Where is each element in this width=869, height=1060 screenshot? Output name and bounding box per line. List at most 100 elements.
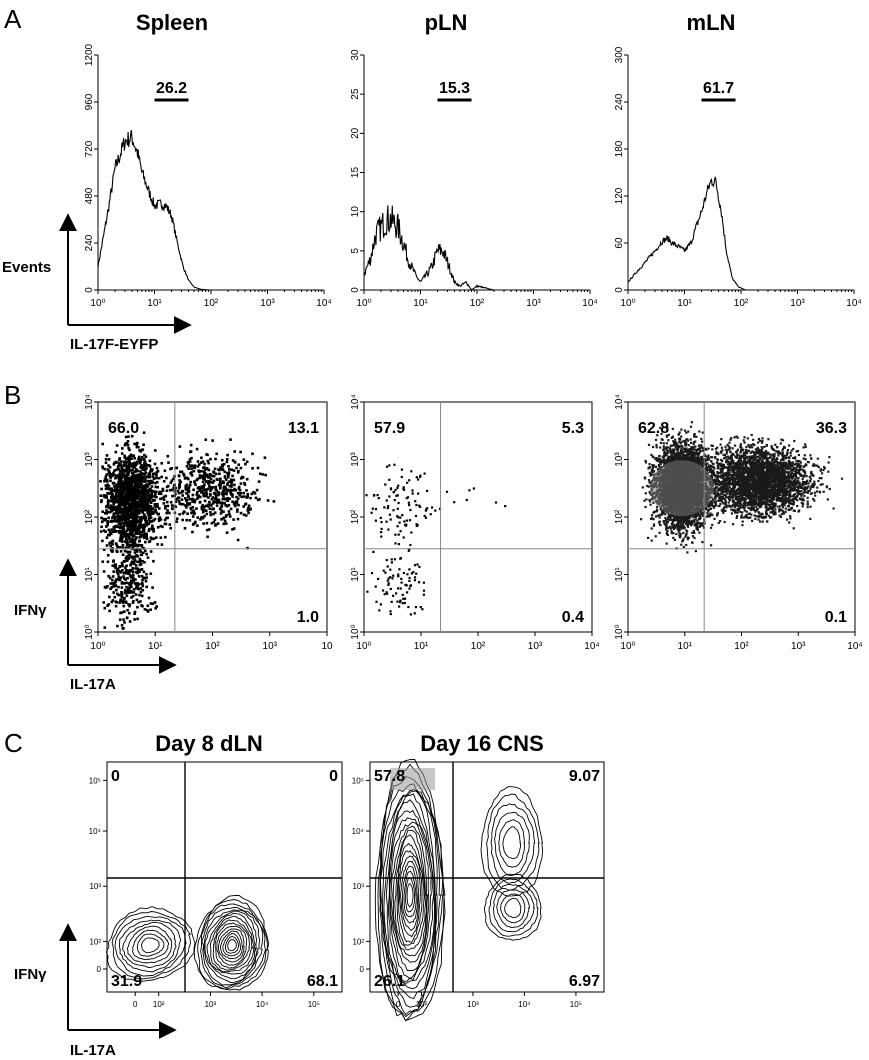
event-dot [728,467,731,470]
event-dot [203,468,207,471]
event-dot [144,491,147,495]
event-dot [225,531,229,534]
event-dot [118,578,122,582]
event-dot [185,518,188,522]
event-dot [186,512,189,515]
event-dot [139,465,142,469]
event-dot [684,535,687,538]
event-dot [103,511,107,515]
event-dot [124,496,128,500]
event-dot [686,551,689,554]
event-dot [142,480,146,483]
event-dot [234,504,237,508]
quadrant-ul-percent: 57.9 [374,420,405,437]
event-dot [165,476,168,480]
event-dot [149,520,153,523]
event-dot [235,500,238,503]
event-dot [254,496,258,500]
event-dot [128,469,132,472]
event-dot [104,484,108,487]
event-dot [121,546,125,550]
event-dot [147,513,150,516]
event-dot [720,446,723,449]
event-dot [201,460,205,463]
event-dot [144,540,147,544]
event-dot [227,473,230,477]
event-dot [131,480,135,484]
event-dot [112,570,115,573]
event-dot [752,495,755,498]
event-dot [792,447,795,451]
event-dot [118,618,122,621]
event-dot [145,521,148,524]
event-dot [186,491,190,494]
event-dot [746,501,749,504]
event-dot [123,520,127,523]
event-dot [408,568,411,571]
event-dot [158,516,162,519]
event-dot [116,578,120,581]
event-dot [193,481,196,484]
event-dot [203,499,207,503]
event-dot [107,533,110,537]
y-tick-label: 15 [350,167,361,179]
event-dot [105,525,108,528]
event-dot [151,602,155,605]
event-dot [131,557,135,560]
event-dot [422,593,425,596]
event-dot [146,502,150,506]
event-dot [151,468,154,471]
event-dot [160,475,163,479]
event-dot [217,491,220,494]
event-dot [136,492,140,495]
event-dot [147,540,151,544]
event-dot [120,466,124,470]
event-dot [138,480,142,484]
event-dot [201,504,204,507]
event-dot [131,479,134,482]
event-dot [197,470,201,474]
panel-label-a: A [4,4,22,34]
event-dot [137,445,140,449]
event-dot [753,492,756,495]
event-dot [151,481,154,485]
event-dot [171,494,174,498]
event-dot [143,468,147,472]
event-dot [134,587,138,590]
event-dot [802,465,805,468]
event-dot [121,470,124,473]
event-dot [116,511,119,515]
event-dot [190,467,193,471]
event-dot [218,501,221,504]
event-dot [165,500,169,504]
event-dot [152,559,155,563]
dot-cloud [99,431,276,630]
event-dot [133,494,137,497]
event-dot [411,492,414,495]
event-dot [136,519,139,523]
event-dot [149,501,153,504]
x-tick-label: 10⁰ [620,641,635,652]
event-dot [396,600,399,603]
event-dot [111,474,114,478]
event-dot [123,456,127,459]
event-dot [128,505,132,508]
event-dot [736,483,739,486]
event-dot [233,483,236,487]
event-dot [137,523,141,527]
event-dot [125,441,129,445]
event-dot [717,483,720,486]
event-dot [121,540,124,543]
event-dot [222,489,225,493]
event-dot [393,463,396,466]
event-dot [804,472,807,475]
event-dot [139,477,143,480]
event-dot [140,448,144,452]
event-dot [227,465,230,468]
event-dot [840,477,844,480]
event-dot [236,491,240,495]
event-dot [125,480,128,484]
event-dot [222,495,225,498]
event-dot [139,522,142,525]
